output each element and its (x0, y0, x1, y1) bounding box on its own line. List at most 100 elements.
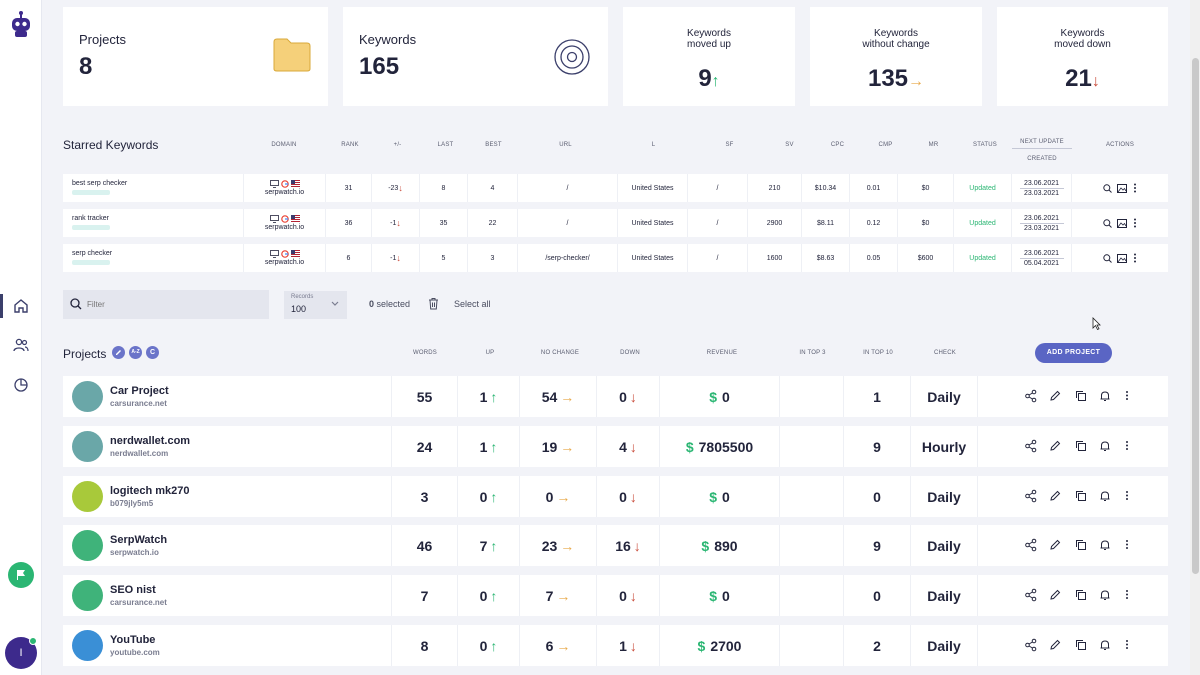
more-vertical-icon[interactable] (1133, 253, 1137, 263)
more-vertical-icon[interactable] (1120, 588, 1134, 602)
image-icon[interactable] (1117, 218, 1127, 228)
project-name[interactable]: nerdwallet.com (110, 435, 191, 447)
users-icon[interactable] (13, 337, 29, 353)
arrow-down-icon: ↓ (629, 637, 637, 654)
copy-icon[interactable] (1074, 588, 1088, 602)
target-icon (554, 39, 590, 75)
project-name[interactable]: YouTube (110, 634, 156, 646)
image-icon[interactable] (1117, 183, 1127, 193)
search-icon[interactable] (1103, 253, 1112, 263)
down-cell: 0 ↓ (597, 575, 660, 616)
more-vertical-icon[interactable] (1120, 489, 1134, 503)
project-row[interactable]: YouTube youtube.com 8 0 ↑ 6 → 1 ↓ $2700 2 Daily (63, 625, 1168, 666)
moved-down-stat-card[interactable]: Keywords moved down 21↓ (997, 7, 1168, 106)
bell-icon[interactable] (1098, 439, 1112, 453)
copy-icon[interactable] (1074, 389, 1088, 403)
projects-stat-card[interactable]: Projects 8 (63, 7, 328, 106)
domain-icons (269, 250, 300, 259)
trash-icon[interactable] (428, 297, 439, 310)
share-icon[interactable] (1024, 538, 1038, 552)
starred-keyword-row[interactable]: rank tracker serpwatch.io 36 -1 ↓ 35 22 / United… (63, 209, 1168, 237)
pencil-icon[interactable] (1048, 389, 1062, 403)
pie-chart-icon[interactable] (13, 377, 29, 393)
revenue-value: 0 (722, 587, 730, 604)
sort-az-badge[interactable]: A-Z (129, 346, 142, 359)
share-icon[interactable] (1024, 588, 1038, 602)
filter-input[interactable] (87, 296, 257, 312)
more-vertical-icon[interactable] (1120, 439, 1134, 453)
robot-logo-icon[interactable] (9, 10, 33, 38)
copy-icon[interactable] (1074, 638, 1088, 652)
keywords-stat-card[interactable]: Keywords 165 (343, 7, 608, 106)
project-name[interactable]: Car Project (110, 385, 169, 397)
share-icon[interactable] (1024, 638, 1038, 652)
arrow-down-icon: ↓ (1091, 73, 1100, 90)
search-icon[interactable] (1103, 183, 1112, 193)
pencil-icon[interactable] (1048, 538, 1062, 552)
more-vertical-icon[interactable] (1120, 538, 1134, 552)
share-icon[interactable] (1024, 489, 1038, 503)
google-icon (280, 215, 289, 223)
starred-keyword-row[interactable]: serp checker serpwatch.io 6 -1 ↓ 5 3/serp-chec… (63, 244, 1168, 272)
more-vertical-icon[interactable] (1133, 218, 1137, 228)
copy-icon[interactable] (1074, 439, 1088, 453)
domain-text: serpwatch.io (264, 224, 305, 231)
header-up: UP (485, 350, 495, 356)
bell-icon[interactable] (1098, 489, 1112, 503)
top3-cell (780, 525, 844, 566)
more-vertical-icon[interactable] (1120, 638, 1134, 652)
sort-c-badge[interactable]: C (146, 346, 159, 359)
pencil-icon[interactable] (1048, 588, 1062, 602)
desktop-icon (269, 180, 279, 188)
arrow-down-icon: ↓ (629, 587, 637, 604)
bell-icon[interactable] (1098, 389, 1112, 403)
image-icon[interactable] (1117, 253, 1127, 263)
more-vertical-icon[interactable] (1120, 389, 1134, 403)
project-name[interactable]: SEO nist (110, 584, 156, 596)
words-cell: 55 (392, 376, 458, 417)
moved-up-stat-card[interactable]: Keywords moved up 9↑ (623, 7, 795, 106)
starred-keyword-row[interactable]: best serp checker serpwatch.io 31 -23 ↓ 8 4 / Un… (63, 174, 1168, 202)
records-select[interactable]: Records 100 (284, 291, 347, 319)
select-all-link[interactable]: Select all (454, 299, 491, 309)
down-value: 4 (619, 438, 627, 455)
folder-icon (273, 38, 311, 72)
arrow-right-icon: → (556, 637, 571, 654)
project-row[interactable]: Car Project carsurance.net 55 1 ↑ 54 → 0 ↓ $0 1 Dai… (63, 376, 1168, 417)
copy-icon[interactable] (1074, 538, 1088, 552)
project-row[interactable]: SEO nist carsurance.net 7 0 ↑ 7 → 0 ↓ $0 0 Daily (63, 575, 1168, 616)
chat-button[interactable] (8, 562, 34, 588)
pencil-icon[interactable] (1048, 489, 1062, 503)
project-row[interactable]: SerpWatch serpwatch.io 46 7 ↑ 23 → 16 ↓ $890 9 Dail… (63, 525, 1168, 566)
share-icon[interactable] (1024, 439, 1038, 453)
share-icon[interactable] (1024, 389, 1038, 403)
project-name[interactable]: SerpWatch (110, 534, 168, 546)
filter-input-wrapper[interactable] (63, 290, 269, 319)
diff-value: -1 (390, 254, 397, 262)
home-icon[interactable] (13, 298, 29, 314)
bell-icon[interactable] (1098, 538, 1112, 552)
pencil-icon[interactable] (1048, 439, 1062, 453)
project-row[interactable]: logitech mk270 b079jly5m5 3 0 ↑ 0 → 0 ↓ $0 0 Daily (63, 476, 1168, 517)
arrow-up-icon: ↑ (490, 488, 498, 505)
header-diff: +/- (393, 142, 402, 148)
scrollbar[interactable] (1190, 0, 1200, 675)
scrollbar-thumb[interactable] (1192, 58, 1199, 574)
pencil-icon[interactable] (1048, 638, 1062, 652)
project-row[interactable]: nerdwallet.com nerdwallet.com 24 1 ↑ 19 → 4 ↓ $78… (63, 426, 1168, 467)
no-change-stat-card[interactable]: Keywords without change 135→ (810, 7, 982, 106)
bell-icon[interactable] (1098, 638, 1112, 652)
no-change-cell: 19 → (520, 426, 597, 467)
project-name[interactable]: logitech mk270 (110, 485, 190, 497)
more-vertical-icon[interactable] (1133, 183, 1137, 193)
add-project-button[interactable]: ADD PROJECT (1035, 343, 1112, 363)
project-avatar (72, 431, 103, 462)
domain-cell: serpwatch.io (244, 209, 326, 237)
header-down: DOWN (620, 350, 640, 356)
last-value: 8 (441, 184, 446, 192)
copy-icon[interactable] (1074, 489, 1088, 503)
bell-icon[interactable] (1098, 588, 1112, 602)
down-value: 1 (619, 637, 627, 654)
search-icon[interactable] (1103, 218, 1112, 228)
edit-badge[interactable] (112, 346, 125, 359)
